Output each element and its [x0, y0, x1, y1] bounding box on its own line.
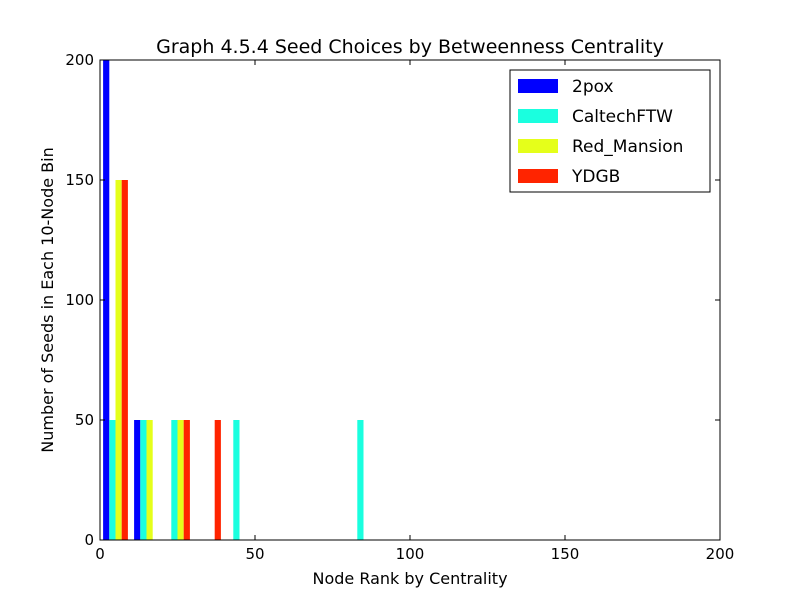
bar-caltechftw-3 — [233, 420, 240, 540]
x-tick-label: 0 — [95, 545, 105, 563]
y-tick-label: 100 — [65, 291, 94, 309]
x-axis: 0 50 100 150 200 — [95, 60, 734, 563]
bar-caltechftw-0 — [109, 420, 116, 540]
legend-swatch-red-mansion — [518, 139, 558, 153]
legend-swatch-2pox — [518, 79, 558, 93]
plot-area — [103, 60, 364, 540]
legend-swatch-ydgb — [518, 169, 558, 183]
y-axis-label: Number of Seeds in Each 10-Node Bin — [38, 147, 57, 452]
x-axis-label: Node Rank by Centrality — [312, 569, 507, 588]
bar-ydgb-2 — [214, 420, 221, 540]
bar-caltechftw-4 — [357, 420, 364, 540]
x-tick-label: 100 — [396, 545, 425, 563]
y-tick-label: 0 — [84, 531, 94, 549]
x-tick-label: 50 — [245, 545, 264, 563]
bar-red-mansion-0 — [115, 180, 122, 540]
legend: 2pox CaltechFTW Red_Mansion YDGB — [509, 69, 711, 193]
legend-label-red-mansion: Red_Mansion — [572, 137, 683, 157]
legend-label-2pox: 2pox — [572, 77, 614, 97]
bar-2pox-1 — [134, 420, 141, 540]
y-tick-label: 50 — [75, 411, 94, 429]
x-tick-label: 200 — [706, 545, 735, 563]
bar-ydgb-1 — [183, 420, 190, 540]
bar-ydgb-0 — [121, 180, 128, 540]
legend-label-ydgb: YDGB — [571, 167, 620, 187]
bar-caltechftw-2 — [171, 420, 178, 540]
bar-red-mansion-2 — [177, 420, 184, 540]
bar-caltechftw-1 — [140, 420, 147, 540]
bar-red-mansion-1 — [146, 420, 153, 540]
x-tick-label: 150 — [551, 545, 580, 563]
y-tick-label: 200 — [65, 51, 94, 69]
legend-label-caltechftw: CaltechFTW — [572, 107, 673, 127]
bar-2pox-0 — [103, 60, 110, 540]
y-axis: 0 50 100 150 200 — [65, 51, 720, 549]
chart-title: Graph 4.5.4 Seed Choices by Betweenness … — [156, 36, 664, 58]
legend-swatch-caltechftw — [518, 109, 558, 123]
y-tick-label: 150 — [65, 171, 94, 189]
